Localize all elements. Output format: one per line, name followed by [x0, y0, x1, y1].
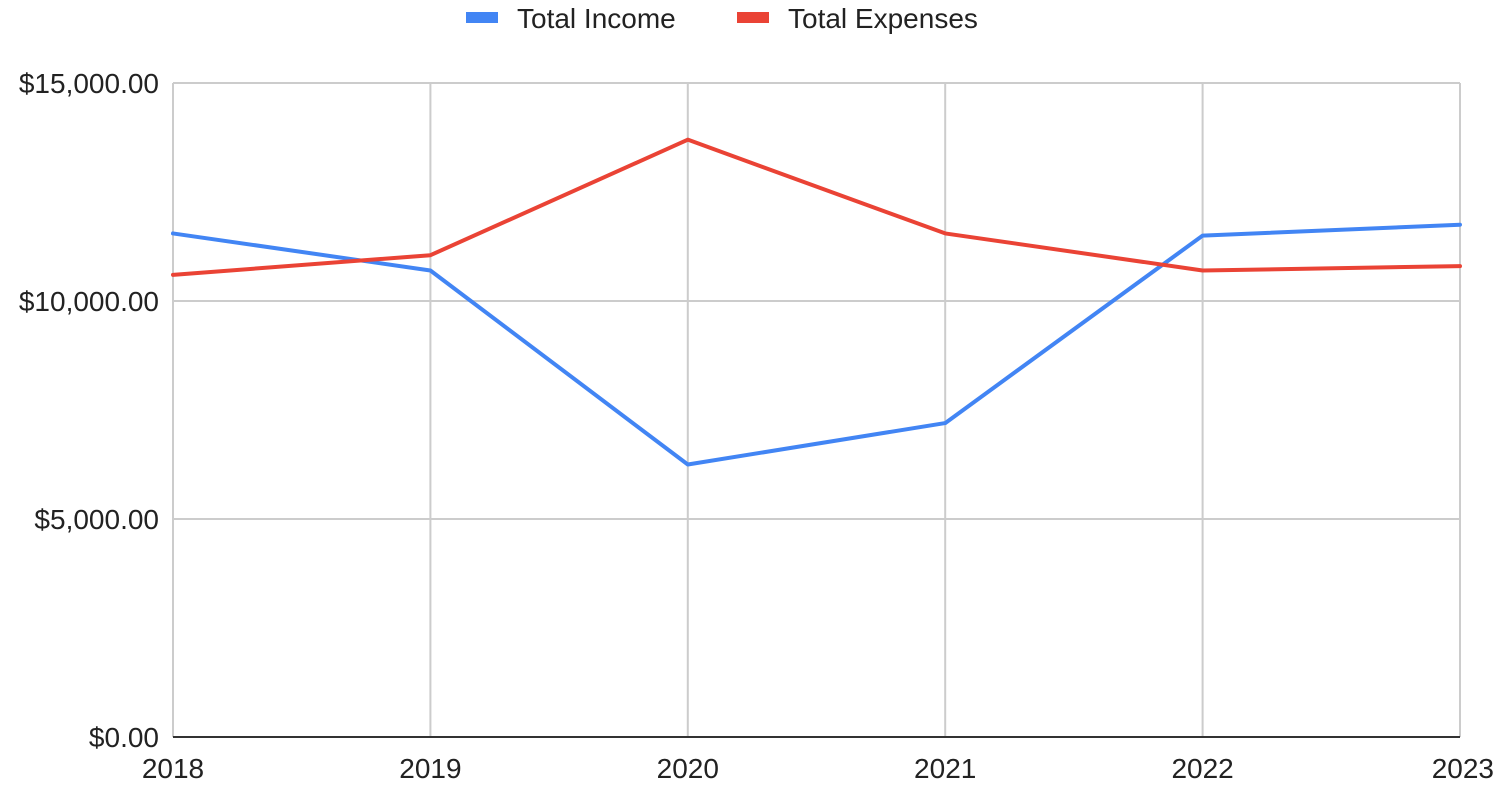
x-tick-label: 2020: [657, 753, 719, 784]
y-tick-label: $5,000.00: [34, 504, 159, 535]
y-tick-label: $0.00: [89, 722, 159, 753]
y-tick-label: $10,000.00: [19, 286, 159, 317]
grid: [172, 82, 1461, 737]
x-tick-label: 2019: [399, 753, 461, 784]
legend-label: Total Income: [517, 3, 676, 34]
x-tick-label: 2018: [142, 753, 204, 784]
legend-label: Total Expenses: [788, 3, 978, 34]
x-tick-label: 2022: [1171, 753, 1233, 784]
x-axis: 2018 2019 2020 2021 2022 2023: [142, 736, 1494, 784]
x-tick-label: 2023: [1432, 753, 1494, 784]
series-layer: [171, 137, 1462, 467]
legend-swatch: [737, 12, 769, 23]
y-axis: $0.00 $5,000.00 $10,000.00 $15,000.00: [19, 68, 159, 753]
y-tick-label: $15,000.00: [19, 68, 159, 99]
series-line-total-expenses: [171, 137, 1462, 277]
series-line-total-income: [171, 222, 1462, 467]
legend-swatch: [466, 12, 498, 23]
x-tick-label: 2021: [914, 753, 976, 784]
legend: Total Income Total Expenses: [466, 3, 978, 34]
